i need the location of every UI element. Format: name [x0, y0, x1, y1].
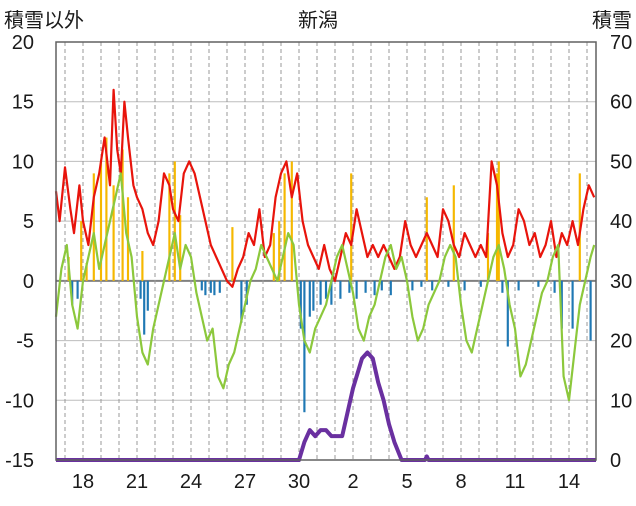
bar-orange_bars — [112, 185, 115, 281]
bar-blue_bars — [431, 280, 434, 291]
bars — [67, 137, 592, 413]
bar-blue_bars — [479, 280, 482, 287]
bar-blue_bars — [447, 280, 450, 287]
right-tick-label: 30 — [610, 271, 632, 293]
x-tick-label: 24 — [180, 471, 202, 493]
x-tick-label: 27 — [234, 471, 256, 493]
bar-blue_bars — [389, 280, 392, 296]
bar-orange_bars — [290, 161, 293, 281]
bar-blue_bars — [571, 280, 574, 329]
bar-orange_bars — [92, 173, 95, 281]
right-tick-label: 50 — [610, 151, 632, 173]
bar-blue_bars — [589, 280, 592, 341]
x-tick-label: 14 — [558, 471, 580, 493]
bar-orange_bars — [99, 161, 103, 281]
right-tick-label: 0 — [610, 450, 621, 472]
x-tick-label: 18 — [72, 471, 94, 493]
bar-blue_bars — [218, 280, 221, 293]
bar-orange_bars — [425, 197, 428, 281]
bar-blue_bars — [209, 280, 212, 293]
bar-orange_bars — [85, 262, 88, 281]
left-axis-title: 積雪以外 — [4, 9, 84, 32]
bar-blue_bars — [330, 280, 333, 305]
bar-blue_bars — [463, 280, 466, 291]
tick-labels: -15 -10 -5 0 5 10 15 20 0 10 20 30 40 50 60 70 18 21 24 27 3… — [5, 32, 632, 493]
bar-orange_bars — [272, 233, 275, 281]
bar-orange_bars — [179, 215, 182, 281]
left-tick-label: -15 — [5, 450, 34, 472]
bar-blue_bars — [339, 280, 342, 299]
right-tick-label: 70 — [610, 32, 632, 54]
bar-blue_bars — [204, 280, 207, 296]
bar-blue_bars — [553, 280, 556, 293]
bar-blue_bars — [139, 280, 142, 299]
bar-blue_bars — [303, 280, 306, 413]
bar-orange_bars — [486, 233, 490, 281]
bar-orange_bars — [278, 221, 281, 281]
bar-blue_bars — [308, 280, 311, 317]
bar-blue_bars — [537, 280, 540, 287]
chart-title: 新潟 — [298, 9, 338, 32]
bar-blue_bars — [517, 280, 520, 291]
bar-blue_bars — [299, 280, 302, 329]
x-tick-label: 2 — [347, 471, 358, 493]
right-tick-label: 40 — [610, 211, 632, 233]
left-tick-label: 5 — [23, 211, 34, 233]
right-tick-label: 60 — [610, 92, 632, 114]
left-tick-label: 15 — [12, 92, 34, 114]
bar-orange_bars — [350, 173, 353, 281]
plot-frame — [55, 41, 597, 461]
bar-blue_bars — [420, 280, 423, 287]
bar-blue_bars — [319, 280, 322, 305]
bar-blue_bars — [240, 280, 243, 323]
bar-orange_bars — [283, 173, 286, 281]
bar-orange_bars — [495, 173, 499, 281]
bar-blue_bars — [143, 280, 146, 335]
bar-blue_bars — [312, 280, 315, 311]
left-tick-label: 0 — [23, 271, 34, 293]
bar-blue_bars — [364, 280, 367, 293]
bar-orange_bars — [80, 221, 83, 281]
bar-orange_bars — [121, 149, 124, 281]
x-tick-label: 21 — [126, 471, 148, 493]
bar-blue_bars — [146, 280, 149, 311]
right-axis-title: 積雪 — [592, 9, 632, 32]
x-tick-label: 8 — [455, 471, 466, 493]
bar-blue_bars — [324, 280, 328, 299]
bar-orange_bars — [452, 185, 455, 281]
bar-orange_bars — [105, 137, 108, 281]
right-tick-label: 10 — [610, 390, 632, 412]
bar-blue_bars — [380, 280, 383, 291]
bar-blue_bars — [560, 280, 563, 329]
series-green_line — [54, 172, 596, 402]
left-tick-label: -10 — [5, 390, 34, 412]
bar-blue_bars — [506, 280, 509, 347]
left-tick-label: 10 — [12, 151, 34, 173]
bar-orange_bars — [141, 251, 144, 281]
bar-blue_bars — [76, 280, 79, 299]
bar-blue_bars — [213, 280, 216, 296]
bar-blue_bars — [373, 280, 376, 296]
bar-orange_bars — [173, 161, 176, 281]
series-red_line — [54, 88, 596, 288]
right-tick-label: 20 — [610, 331, 632, 353]
bar-blue_bars — [348, 280, 351, 293]
bar-orange_bars — [231, 227, 234, 281]
bar-blue_bars — [200, 280, 203, 291]
bar-blue_bars — [411, 280, 414, 291]
bar-blue_bars — [501, 280, 504, 293]
left-tick-label: -5 — [16, 331, 34, 353]
x-tick-label: 5 — [401, 471, 412, 493]
x-tick-label: 11 — [505, 471, 526, 493]
left-tick-label: 20 — [12, 32, 34, 54]
bar-orange_bars — [497, 161, 500, 281]
bar-blue_bars — [355, 280, 358, 299]
x-tick-label: 30 — [288, 471, 310, 493]
bar-orange_bars — [168, 173, 171, 281]
